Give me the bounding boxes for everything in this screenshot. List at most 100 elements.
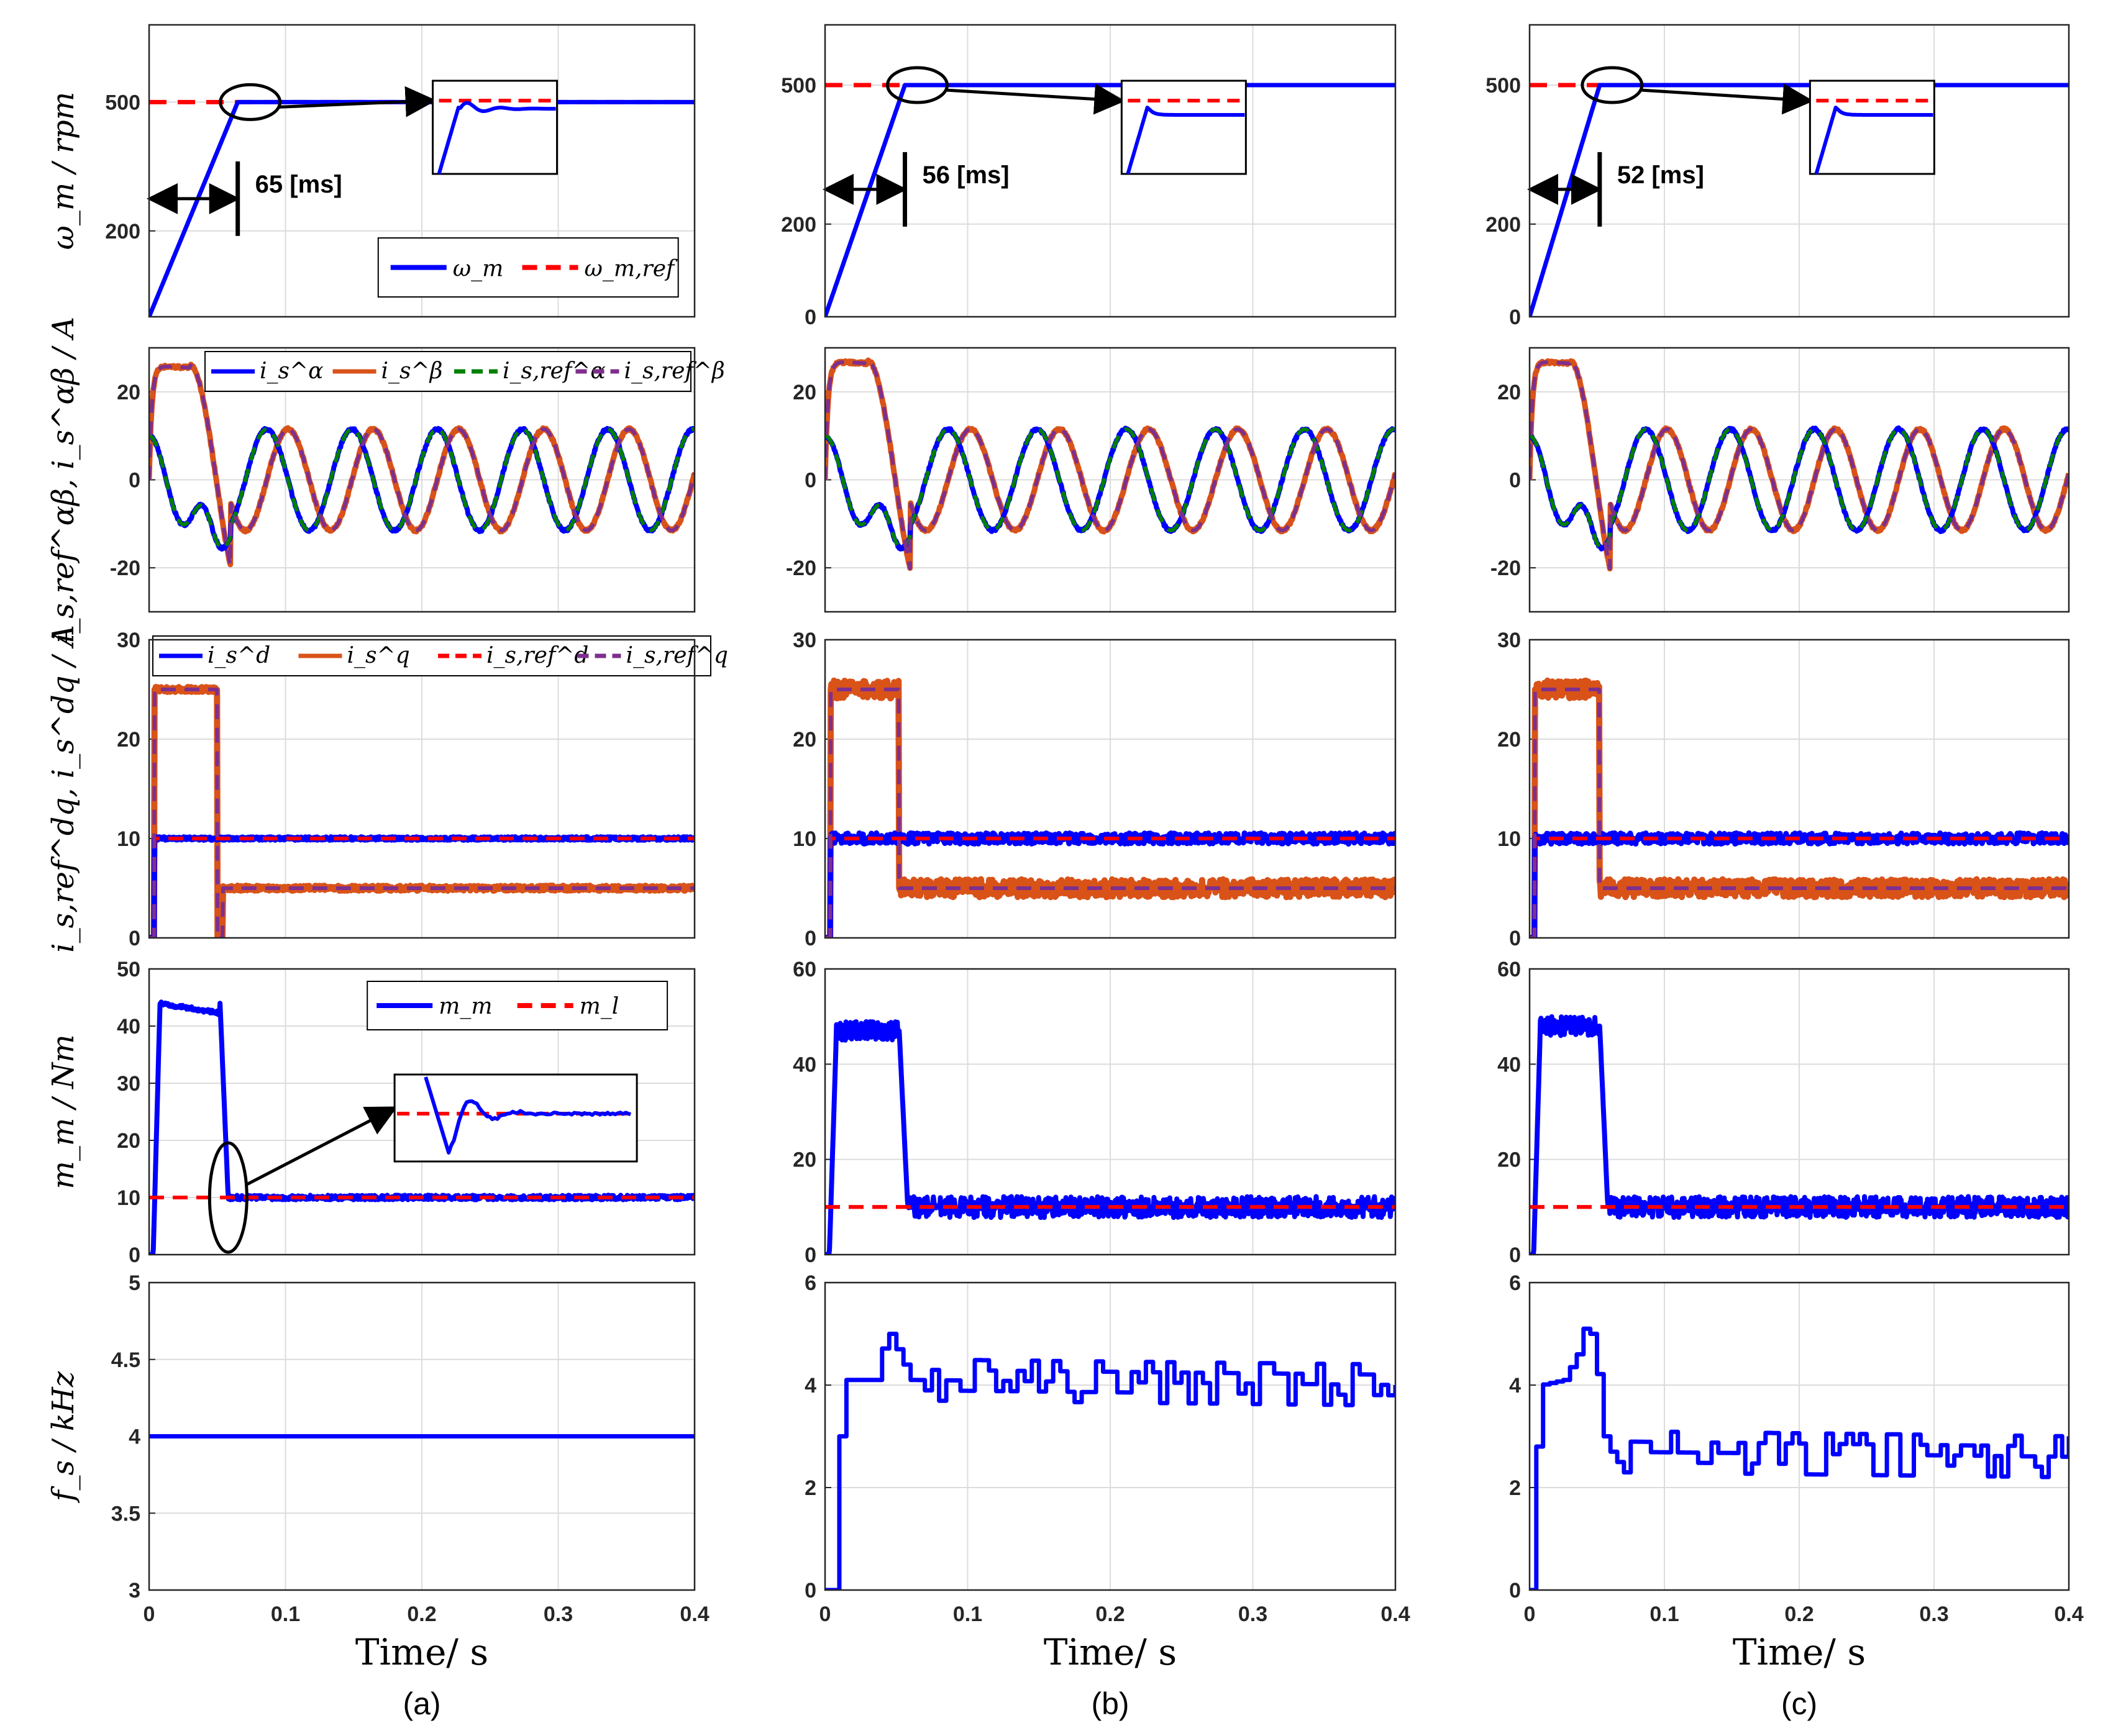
zoom-arrow [245,1106,398,1187]
axes-frame [1528,968,2070,1256]
legend-label-speed-ref: ω_m,ref [585,257,678,282]
switching-frequency-line [825,1332,1395,1590]
data-group [149,684,695,938]
i-beta-ref-line [149,363,695,567]
y-tick-label: 10 [1497,827,1521,851]
panel-speed-3: 0 200 500 52 [ms] [1485,24,2070,329]
x-tick-label: 0.3 [1919,1602,1948,1626]
y-tick-label: 200 [105,220,140,243]
y-axis-label-dq: i_s,ref^dq, i_s^dq / A [46,625,81,953]
i-q-line [1530,677,2069,938]
panel-fs-2: 0 2 4 6 0 0.1 0.2 0.3 0.4 [805,1271,1410,1626]
legend-label: i_s,ref^α [503,358,606,384]
y-tick-label: 0 [805,306,816,329]
inset-torque-line [424,1076,632,1155]
panel-caption: (b) [1091,1686,1129,1721]
legend-label: i_s,ref^q [626,643,728,668]
inset-box [393,1073,638,1163]
legend-box [204,351,691,392]
y-tick-label: 20 [1497,728,1521,752]
x-tick-label: 0 [144,1602,155,1626]
axes-frame [824,1281,1397,1591]
y-tick-label: 30 [117,629,140,652]
y-tick-label: 40 [117,1015,140,1038]
y-tick-label: 20 [793,728,816,752]
y-axis-label-speed: ω_m / rpm [46,92,81,250]
y-tick-label: 60 [1497,958,1521,981]
y-tick-label: 20 [1497,381,1521,404]
panel-torque-3: 0 20 40 60 [1497,958,2070,1267]
inset-speed-line [1814,106,1933,175]
axes-frame [824,24,1397,318]
inset-box [432,80,559,175]
y-tick-label: 0 [1509,469,1521,493]
data-group [1530,1326,2069,1590]
y-tick-label: 0 [129,927,140,950]
data-group [825,677,1395,938]
panel-dq-1: 0 10 20 30 i_s^d i_s^q i_s,ref^d i_s,ref^q [117,629,728,950]
y-tick-label: 60 [793,958,816,981]
x-axis-label: Time/ s [1733,1631,1866,1673]
y-axis-label-fs: f_s / kHz [46,1371,81,1503]
y-tick-label: 0 [1509,927,1521,950]
legend-label: i_s^α [260,358,323,384]
y-tick-label: -20 [110,557,140,580]
y-tick-label: 40 [793,1053,816,1076]
x-tick-label: 0.2 [407,1602,436,1626]
zoom-ellipse [886,66,949,104]
settle-time-label: 56 [ms] [923,161,1010,189]
axes-frame [824,968,1397,1256]
y-tick-label: 4 [1509,1374,1521,1397]
data-group [1530,1014,2069,1255]
y-tick-label: 10 [117,827,140,851]
axes-frame [1528,1281,2070,1591]
y-tick-label: 30 [793,629,816,652]
y-tick-label: 0 [129,469,140,493]
axes-frame [148,347,696,613]
y-tick-label: 0 [805,469,816,493]
settle-time-label: 52 [ms] [1617,161,1704,189]
axes-frame [1528,639,2070,939]
y-tick-label: 500 [1485,74,1521,98]
panel-torque-1: 0 10 20 30 40 50 m_m m_l [117,958,696,1267]
settle-time-label: 65 [ms] [255,171,342,198]
legend-label: i_s,ref^β [624,358,725,384]
panel-dq-3: 0 10 20 30 [1497,629,2070,950]
i-q-ref-line [1530,688,2069,938]
legend-label: i_s^d [208,643,270,668]
y-tick-label: -20 [1490,557,1521,580]
panel-torque-2: 0 20 40 60 [793,958,1397,1267]
panel-fs-3: 0 2 4 6 0 0.1 0.2 0.3 0.4 [1509,1271,2084,1626]
y-tick-label: 3 [129,1579,140,1602]
y-tick-label: 0 [1509,1243,1521,1267]
data-group [825,1332,1395,1590]
y-tick-label: 30 [1497,629,1521,652]
y-tick-label: 4.5 [111,1348,140,1372]
y-axis-label-alphabeta: i_s,ref^αβ, i_s^αβ / A [46,317,81,643]
panel-speed-1: 200 500 65 [ms] ω_m ω_m,ref [105,24,696,318]
legend-label-load: m_l [580,994,619,1019]
inset-speed-line [1126,106,1245,175]
y-tick-label: 20 [793,381,816,404]
data-group [1530,358,2069,572]
i-alpha-ref-line [149,427,695,550]
axes-frame [148,968,696,1256]
y-tick-label: 4 [129,1425,140,1449]
panel-caption: (a) [403,1686,440,1721]
legend-label-torque: m_m [439,994,492,1019]
y-tick-label: 200 [781,213,816,237]
x-tick-label: 0.1 [953,1602,982,1626]
x-tick-label: 0.4 [2054,1602,2083,1626]
y-tick-label: 6 [805,1271,816,1295]
x-tick-label: 0.1 [1649,1602,1679,1626]
axes-frame [148,24,696,318]
zoom-arrow [946,83,1126,115]
y-tick-label: 0 [1509,306,1521,329]
y-tick-label: -20 [786,557,816,580]
x-tick-label: 0.3 [544,1602,573,1626]
y-tick-label: 0 [1509,1579,1521,1602]
data-group [149,999,695,1255]
y-tick-label: 10 [793,827,816,851]
